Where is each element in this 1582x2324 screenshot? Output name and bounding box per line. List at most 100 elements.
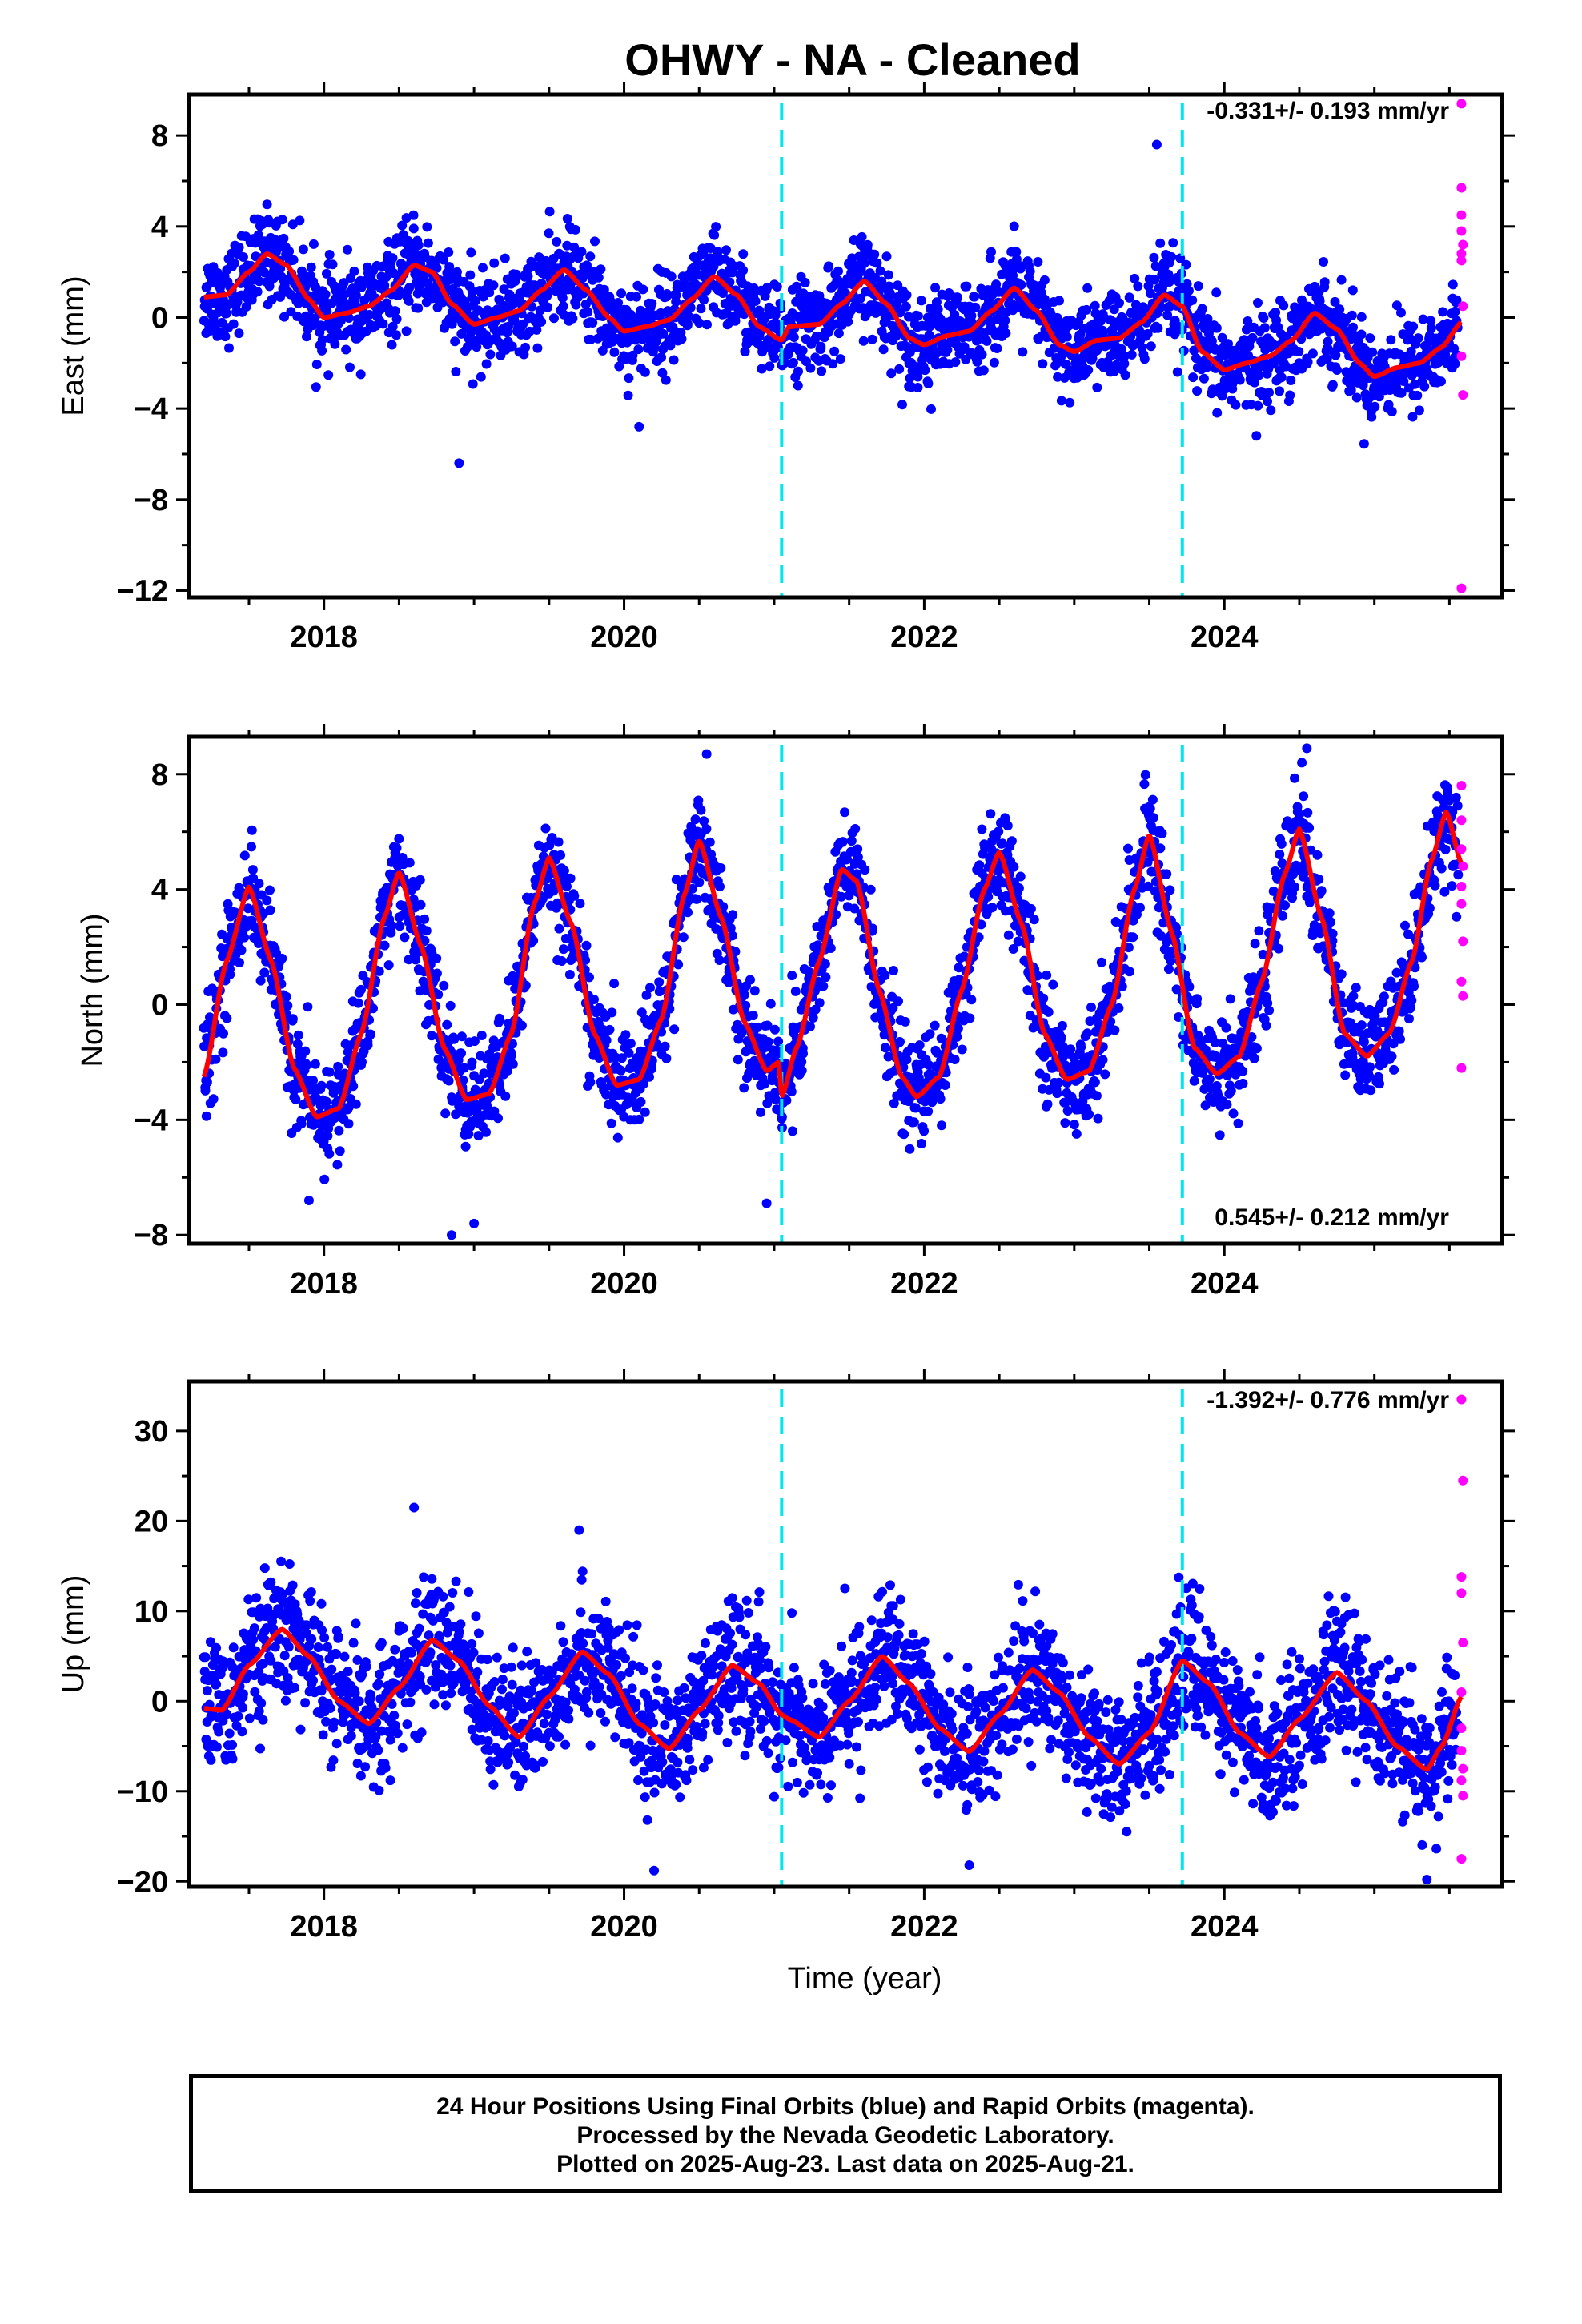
data-point — [277, 953, 287, 963]
data-point — [669, 1024, 680, 1035]
data-point — [1153, 323, 1163, 333]
data-point — [1060, 1118, 1070, 1128]
data-point — [454, 458, 464, 468]
data-point — [1222, 1100, 1232, 1110]
data-point — [495, 1015, 505, 1026]
data-point — [463, 342, 472, 352]
data-point — [512, 269, 521, 279]
data-point — [714, 955, 725, 965]
data-point — [218, 1047, 228, 1058]
data-point — [583, 307, 593, 317]
data-point — [1048, 979, 1058, 990]
data-point — [616, 288, 627, 299]
data-point — [552, 236, 562, 247]
data-point — [438, 255, 448, 265]
data-point — [413, 240, 424, 251]
data-point — [365, 1029, 375, 1039]
data-point — [432, 263, 442, 273]
data-point — [833, 328, 844, 339]
data-point — [805, 1022, 815, 1031]
data-point — [1170, 329, 1180, 340]
data-point — [1149, 252, 1159, 263]
data-point — [713, 247, 723, 257]
data-point — [571, 300, 581, 310]
data-point — [933, 304, 943, 314]
data-point — [287, 1014, 298, 1024]
data-point — [444, 262, 455, 272]
data-point — [1418, 314, 1428, 324]
data-point — [308, 1076, 318, 1086]
data-point — [613, 298, 624, 308]
data-point — [306, 262, 316, 272]
data-point — [565, 873, 576, 883]
data-point — [818, 981, 829, 991]
data-point — [432, 968, 442, 979]
rapid-point — [1456, 583, 1467, 593]
data-point — [433, 1054, 444, 1064]
data-point — [1211, 323, 1222, 333]
data-point — [351, 290, 361, 300]
data-point — [1226, 1086, 1236, 1096]
data-point — [1062, 332, 1072, 342]
data-point — [953, 1023, 963, 1034]
data-point — [763, 1037, 773, 1047]
data-point — [394, 290, 404, 300]
data-point — [532, 343, 543, 353]
data-point — [1351, 392, 1362, 403]
data-point — [255, 975, 266, 986]
data-point — [1331, 350, 1341, 360]
data-point — [1041, 1072, 1051, 1083]
data-point — [408, 895, 419, 905]
data-point — [837, 837, 848, 847]
data-point — [696, 304, 706, 314]
data-point — [1150, 275, 1160, 285]
data-point — [243, 903, 253, 914]
data-point — [909, 1117, 919, 1128]
data-point — [897, 400, 907, 410]
data-point — [1365, 333, 1375, 344]
data-point — [1215, 1130, 1225, 1140]
data-point — [1235, 375, 1245, 385]
data-point — [468, 379, 478, 389]
data-point — [970, 302, 981, 312]
data-point — [201, 1111, 211, 1121]
data-point — [476, 1031, 487, 1040]
data-point — [1172, 367, 1182, 377]
data-point — [701, 824, 712, 834]
data-point — [1386, 335, 1396, 345]
data-point — [1000, 316, 1010, 326]
data-point — [1139, 779, 1150, 790]
x-tick-label: 2020 — [590, 621, 658, 654]
data-point — [247, 865, 258, 875]
data-point — [840, 807, 850, 818]
data-point — [765, 999, 776, 1009]
data-point — [673, 959, 684, 970]
data-point — [1294, 347, 1304, 356]
data-point — [677, 334, 687, 344]
data-point — [950, 1055, 960, 1064]
data-point — [523, 271, 533, 281]
rate-label: -0.331+/- 0.193 mm/yr — [1207, 98, 1449, 124]
data-point — [1029, 915, 1039, 925]
data-point — [1033, 257, 1043, 267]
data-point — [835, 354, 845, 364]
data-point — [633, 344, 644, 355]
data-point — [450, 336, 460, 347]
data-point — [636, 1096, 646, 1107]
data-point — [303, 1002, 313, 1012]
data-point — [1228, 1108, 1239, 1119]
data-point — [363, 1040, 373, 1051]
data-point — [612, 1132, 623, 1143]
data-point — [1347, 285, 1358, 296]
data-point — [991, 279, 1002, 290]
data-point — [658, 328, 669, 339]
data-point — [404, 955, 414, 965]
data-point — [1261, 1020, 1271, 1031]
data-point — [320, 289, 331, 300]
data-point — [208, 1094, 219, 1104]
data-point — [444, 247, 454, 257]
data-point — [500, 1091, 511, 1101]
data-point — [1259, 323, 1270, 333]
data-point — [481, 1127, 491, 1137]
data-point — [1197, 304, 1207, 314]
